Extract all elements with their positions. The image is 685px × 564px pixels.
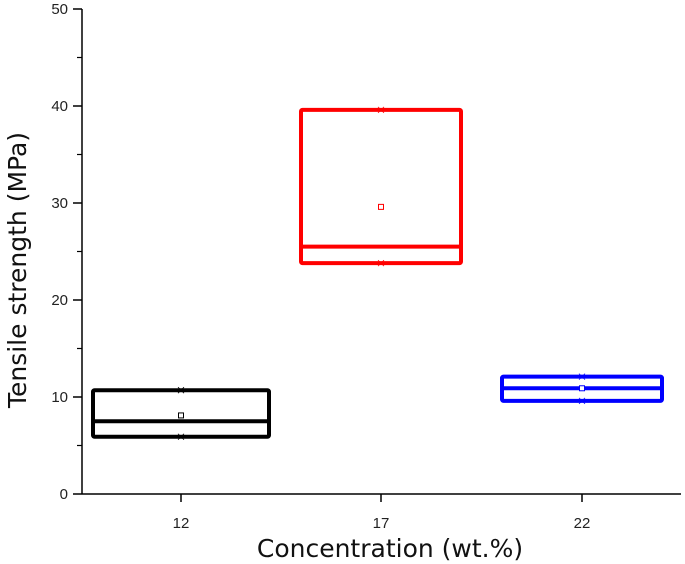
box-22 [500,373,664,405]
y-tick-label: 10 [51,389,68,406]
box-17 [299,106,463,267]
y-axis-title: Tensile strength (MPa) [3,132,32,409]
box-12 [91,386,271,441]
y-tick-label: 20 [51,292,68,309]
x-tick-label: 22 [574,515,591,532]
y-axis: 0 10 20 30 40 50 [51,1,83,503]
y-tick-label: 30 [51,195,68,212]
y-tick-label: 50 [51,1,68,18]
y-tick-label: 40 [51,98,68,115]
x-axis: 12 17 22 [82,493,681,532]
boxes [91,106,664,441]
x-axis-title: Concentration (wt.%) [257,534,523,563]
x-tick-label: 17 [373,515,390,532]
x-tick-label: 12 [173,515,190,532]
y-tick-label: 0 [60,486,68,503]
